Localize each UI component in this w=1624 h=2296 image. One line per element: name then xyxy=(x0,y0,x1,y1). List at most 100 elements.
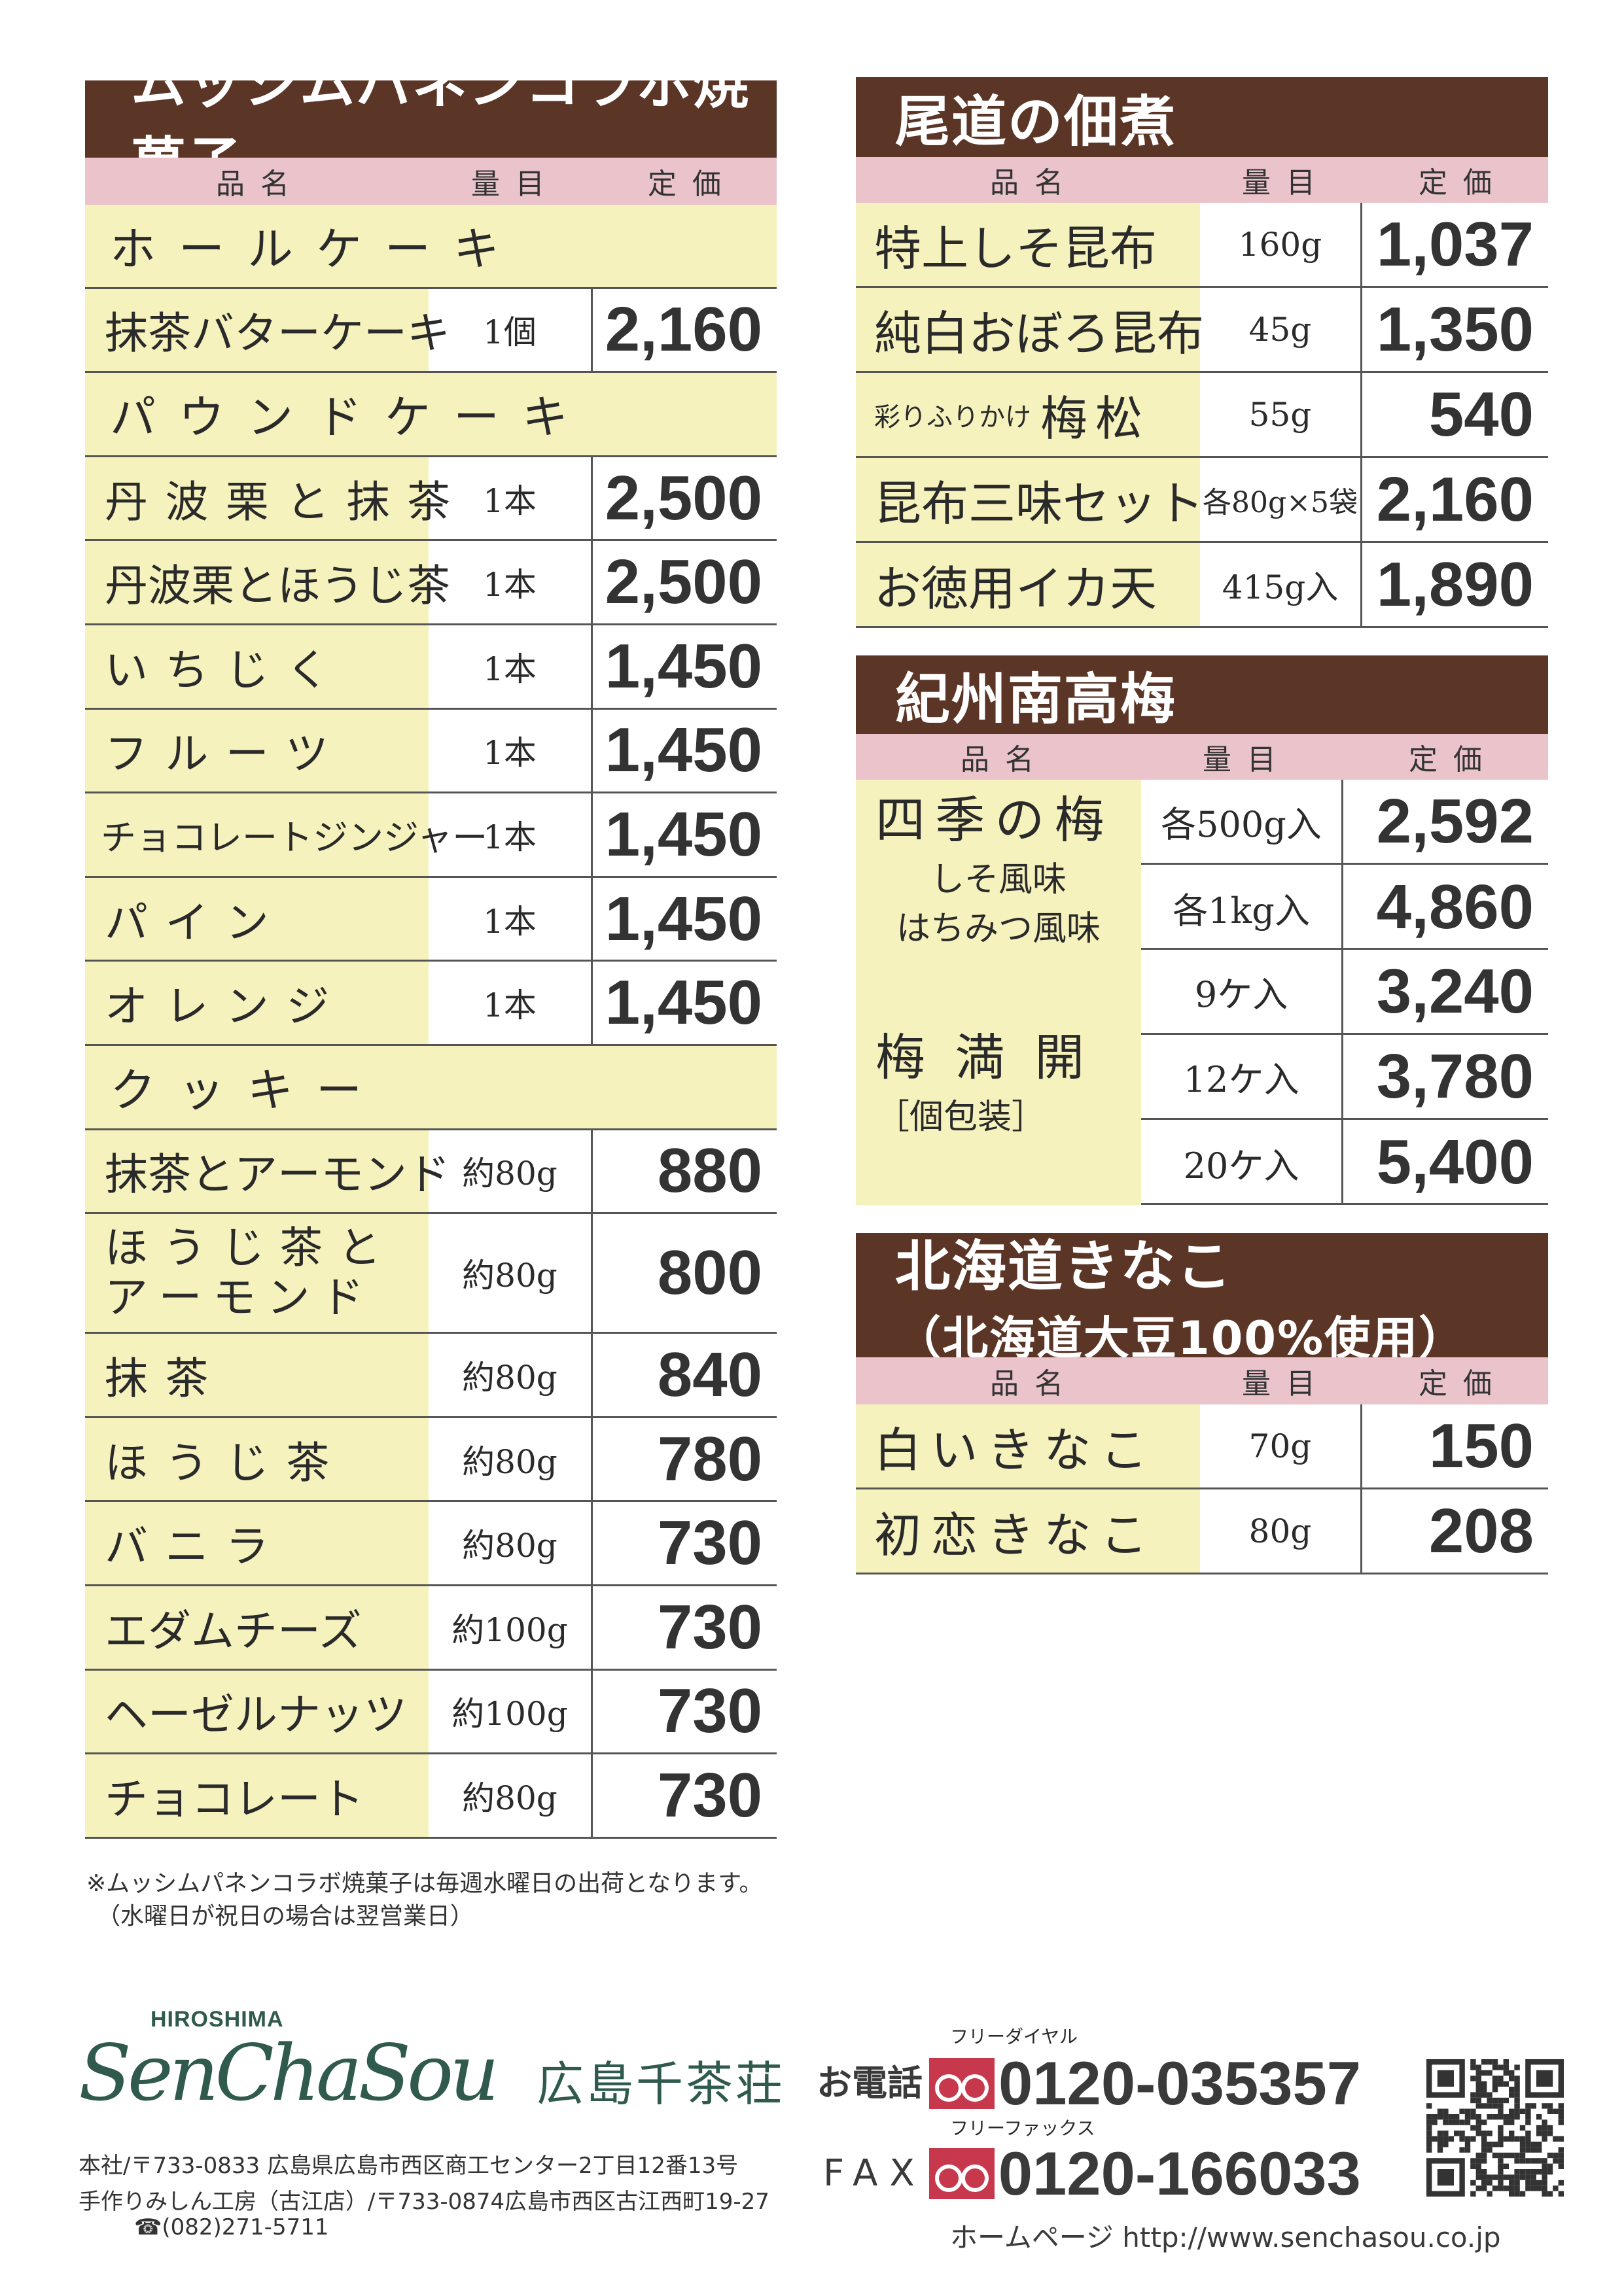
qr-module xyxy=(1498,2076,1504,2081)
table-row: 抹茶バターケーキ 1個 2,160 xyxy=(85,288,777,374)
item-name: 特上しそ昆布 xyxy=(856,203,1200,286)
item-name: バニラ xyxy=(85,1502,429,1584)
qr-module xyxy=(1464,2147,1471,2153)
qr-module xyxy=(1481,2092,1487,2098)
group-subtitle: はちみつ風味 xyxy=(896,909,1101,948)
qr-module xyxy=(1459,2108,1465,2114)
item-name-text: いちじく xyxy=(105,644,347,695)
category-row-cell: ホールケーキ xyxy=(85,205,777,287)
qr-module xyxy=(1487,2103,1492,2109)
qr-module xyxy=(1503,2059,1509,2065)
qr-module xyxy=(1432,2119,1438,2125)
item-price: 2,500 xyxy=(605,547,762,617)
qr-module xyxy=(1492,2076,1498,2081)
kishu-column-headers: 品名 量目 定価 xyxy=(856,734,1548,780)
qr-module xyxy=(1475,2114,1481,2120)
fax-row: FAX 0120-166033 xyxy=(823,2139,1361,2208)
fax-label: FAX xyxy=(823,2152,927,2195)
item-quantity: 20ケ入 xyxy=(1141,1120,1343,1205)
group-name: 梅満開 xyxy=(875,1028,1114,1087)
qr-module xyxy=(1514,2108,1520,2114)
item-price: 1,350 xyxy=(1376,294,1534,364)
phone-label: お電話 xyxy=(817,2062,923,2104)
qr-module xyxy=(1492,2142,1498,2148)
qr-module xyxy=(1558,2114,1564,2120)
qr-module xyxy=(1547,2131,1553,2136)
qr-module xyxy=(1443,2114,1449,2120)
item-name: パイン xyxy=(85,877,429,960)
qr-module xyxy=(1547,2125,1553,2131)
col-price: 定価 xyxy=(1409,743,1498,776)
table-row: チョコレート 約80g 730 xyxy=(85,1754,777,1839)
qr-module xyxy=(1475,2092,1481,2098)
item-name-text: お徳用イカ天 xyxy=(874,561,1157,616)
qr-module xyxy=(1542,2185,1547,2191)
qr-module xyxy=(1459,2147,1465,2153)
qr-module xyxy=(1492,2103,1498,2109)
kinako-column-headers: 品名 量目 定価 xyxy=(856,1357,1548,1404)
qr-module xyxy=(1487,2142,1492,2148)
item-price: 4,860 xyxy=(1376,872,1534,942)
qr-module xyxy=(1481,2185,1487,2191)
group-name-cell: 四季の梅 しそ風味 はちみつ風味 xyxy=(856,780,1141,950)
item-name-line2: アーモンド xyxy=(105,1272,375,1323)
qr-code[interactable] xyxy=(1426,2059,1567,2197)
item-quantity: 約80g xyxy=(429,1502,593,1584)
item-price: 3,780 xyxy=(1376,1041,1534,1111)
qr-module xyxy=(1470,2136,1476,2142)
qr-module xyxy=(1470,2097,1476,2104)
group-subtitle: ［個包装］ xyxy=(875,1097,1046,1137)
item-name-text: 初恋きなこ xyxy=(874,1508,1157,1563)
qr-module xyxy=(1542,2125,1547,2131)
qr-module xyxy=(1426,2142,1432,2148)
item-price: 1,450 xyxy=(605,967,762,1038)
qr-module xyxy=(1498,2158,1504,2164)
qr-module xyxy=(1459,2131,1465,2136)
qr-module xyxy=(1530,2158,1536,2164)
qr-module xyxy=(1536,2158,1542,2164)
qr-module xyxy=(1492,2114,1498,2120)
item-quantity: 1本 xyxy=(429,625,593,708)
item-quantity: 1本 xyxy=(429,793,593,876)
qr-module xyxy=(1509,2070,1515,2076)
qr-module xyxy=(1525,2174,1531,2180)
freedial-icon xyxy=(929,2058,995,2109)
qr-module xyxy=(1498,2136,1504,2142)
qr-module xyxy=(1475,2103,1481,2109)
qr-module xyxy=(1536,2131,1542,2136)
item-name-text: 抹茶とアーモンド xyxy=(105,1149,450,1200)
table-row: オレンジ 1本 1,450 xyxy=(85,962,777,1046)
item-quantity: 約100g xyxy=(429,1670,593,1753)
qr-module xyxy=(1525,2142,1531,2148)
phone-number[interactable]: 0120-035357 xyxy=(998,2049,1362,2117)
item-price: 2,160 xyxy=(1376,464,1534,534)
qr-module xyxy=(1558,2191,1564,2197)
qr-module xyxy=(1558,2136,1564,2142)
kinako-title: 北海道きなこ xyxy=(895,1234,1233,1298)
qr-module xyxy=(1475,2087,1481,2093)
item-name: いちじく xyxy=(85,625,429,708)
homepage-url[interactable]: http://www.senchasou.co.jp xyxy=(1122,2221,1501,2253)
qr-module xyxy=(1519,2125,1526,2131)
qr-module xyxy=(1492,2152,1498,2159)
item-quantity: 12ケ入 xyxy=(1141,1035,1343,1118)
item-name-text: エダムチーズ xyxy=(105,1605,362,1656)
qr-module xyxy=(1514,2064,1520,2070)
qr-module xyxy=(1530,2103,1536,2109)
qr-module xyxy=(1536,2142,1542,2148)
item-name: 純白おぼろ昆布 xyxy=(856,288,1204,371)
qr-module xyxy=(1514,2076,1520,2081)
qr-module xyxy=(1503,2064,1509,2070)
qr-module xyxy=(1536,2180,1542,2186)
fax-number[interactable]: 0120-166033 xyxy=(998,2139,1361,2208)
table-row: ヘーゼルナッツ 約100g 730 xyxy=(85,1670,777,1755)
qr-module xyxy=(1464,2119,1471,2125)
qr-module xyxy=(1481,2059,1487,2065)
col-qty: 量目 xyxy=(1242,166,1331,200)
qr-module xyxy=(1503,2185,1509,2191)
table-row: 丹波栗と抹茶 1本 2,500 xyxy=(85,457,777,542)
kinako-title-block: 北海道きなこ （北海道大豆100%使用） xyxy=(856,1233,1548,1365)
item-quantity: 9ケ入 xyxy=(1141,950,1343,1033)
qr-module xyxy=(1525,2147,1531,2153)
qr-module xyxy=(1448,2136,1454,2142)
